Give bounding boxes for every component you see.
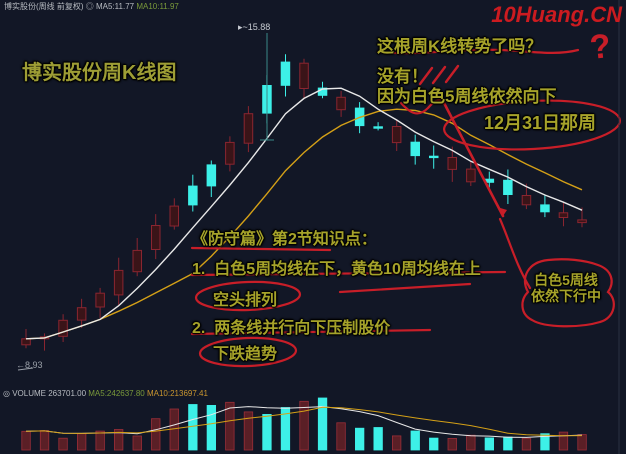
svg-text:?: ? (588, 27, 613, 67)
